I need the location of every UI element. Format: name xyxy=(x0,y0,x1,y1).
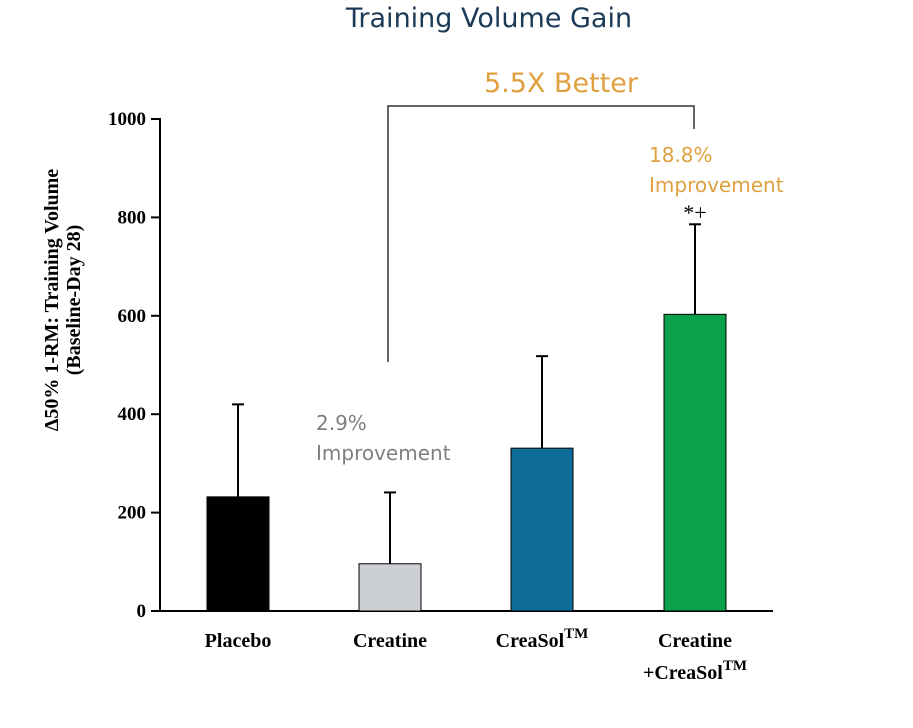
y-tick-label: 1000 xyxy=(108,109,146,130)
y-axis-label: Δ50% 1-RM: Training Volume (Baseline-Day … xyxy=(41,169,85,431)
y-axis-label-line: (Baseline-Day 28) xyxy=(63,225,85,376)
significance-marker: *+ xyxy=(683,200,706,225)
improvement-annotation: Improvement xyxy=(649,173,784,197)
chart-title: Training Volume Gain xyxy=(345,3,632,34)
y-tick-label: 600 xyxy=(118,306,147,327)
bar xyxy=(206,496,270,612)
bars xyxy=(206,223,727,612)
improvement-annotation: 2.9% xyxy=(316,411,367,435)
comparison-bracket xyxy=(387,105,695,362)
category-label: CreaSolTM xyxy=(496,626,589,652)
annotations: 2.9% Improvement 18.8% Improvement *+ xyxy=(316,143,784,465)
comparison-bracket-group: 5.5X Better xyxy=(387,68,695,362)
bar xyxy=(358,563,422,612)
comparison-label: 5.5X Better xyxy=(484,68,639,99)
bar xyxy=(510,447,574,612)
improvement-annotation: Improvement xyxy=(316,441,451,465)
y-tick-label: 400 xyxy=(118,404,147,425)
y-tick-label: 0 xyxy=(137,601,147,622)
x-axis-labels: Placebo Creatine CreaSolTM Creatine +CreaSol… xyxy=(205,626,747,684)
y-tick-label: 200 xyxy=(118,503,147,524)
bar xyxy=(663,313,727,612)
category-label: Placebo xyxy=(205,630,272,652)
improvement-annotation: 18.8% xyxy=(649,143,713,167)
category-label: Creatine xyxy=(658,630,732,652)
y-axis-ticks: 0 200 400 600 800 1000 xyxy=(108,109,160,622)
category-label: Creatine xyxy=(353,630,427,652)
y-tick-label: 800 xyxy=(118,207,147,228)
category-label: +CreaSolTM xyxy=(643,658,747,684)
y-axis-label-line: Δ50% 1-RM: Training Volume xyxy=(41,169,63,431)
